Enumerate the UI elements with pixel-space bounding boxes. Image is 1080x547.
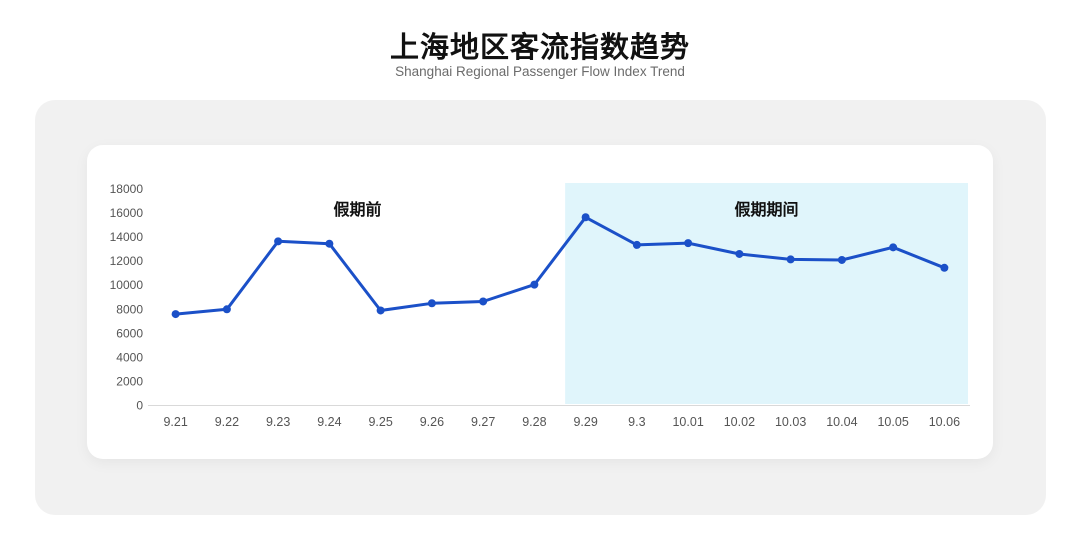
x-axis-label: 9.27 [471,415,495,429]
x-axis-label: 9.22 [215,415,239,429]
holiday-band [565,183,968,404]
data-point[interactable] [222,305,231,314]
x-axis-label: 9.3 [628,415,645,429]
y-axis-label: 12000 [110,254,144,268]
data-point[interactable] [940,263,949,272]
y-axis-label: 2000 [116,374,143,388]
x-axis-label: 9.24 [317,415,341,429]
data-point[interactable] [479,297,488,306]
y-axis-label: 4000 [116,350,143,364]
data-point[interactable] [530,280,539,289]
flow-line [174,215,946,316]
x-axis-label: 10.03 [775,415,806,429]
x-axis-label: 10.06 [929,415,960,429]
data-point[interactable] [684,239,693,248]
x-axis-label: 10.04 [826,415,857,429]
y-axis-label: 18000 [110,182,144,196]
data-point[interactable] [889,243,898,252]
x-axis-label: 10.05 [877,415,908,429]
data-point[interactable] [735,249,744,258]
data-point[interactable] [427,299,436,308]
x-axis-label: 9.29 [573,415,597,429]
page-title: 上海地区客流指数趋势 [389,32,690,64]
data-point[interactable] [325,239,334,248]
data-point[interactable] [632,240,641,249]
data-point[interactable] [171,310,180,319]
x-axis-label: 10.01 [672,415,703,429]
region-label-pre-holiday: 假期前 [334,200,382,219]
x-axis-label: 9.23 [266,415,290,429]
y-axis-label: 0 [136,399,143,413]
data-point[interactable] [376,306,385,315]
data-point[interactable] [837,255,846,264]
y-axis-label: 6000 [116,326,143,340]
page-subtitle: Shanghai Regional Passenger Flow Index T… [395,64,685,79]
y-axis-label: 16000 [110,206,144,220]
data-point[interactable] [581,213,590,222]
region-label-holiday: 假期期间 [735,200,799,219]
y-axis-label: 14000 [110,230,144,244]
passenger-flow-line-chart: 0 2000 4000 6000 8000 10000 12000 14000 16000 180… [110,182,970,429]
x-axis-label: 10.02 [724,415,755,429]
chart-panel: 0 2000 4000 6000 8000 10000 12000 14000 16000 180… [35,100,1046,515]
data-point[interactable] [274,237,283,246]
x-axis-label: 9.21 [163,415,187,429]
y-axis-label: 8000 [116,302,143,316]
x-axis-label: 9.28 [522,415,546,429]
y-axis-label: 10000 [110,278,144,292]
x-axis-label: 9.25 [368,415,392,429]
chart-card: 0 2000 4000 6000 8000 10000 12000 14000 16000 180… [87,145,993,459]
x-axis-label: 9.26 [420,415,444,429]
data-point[interactable] [786,255,795,264]
